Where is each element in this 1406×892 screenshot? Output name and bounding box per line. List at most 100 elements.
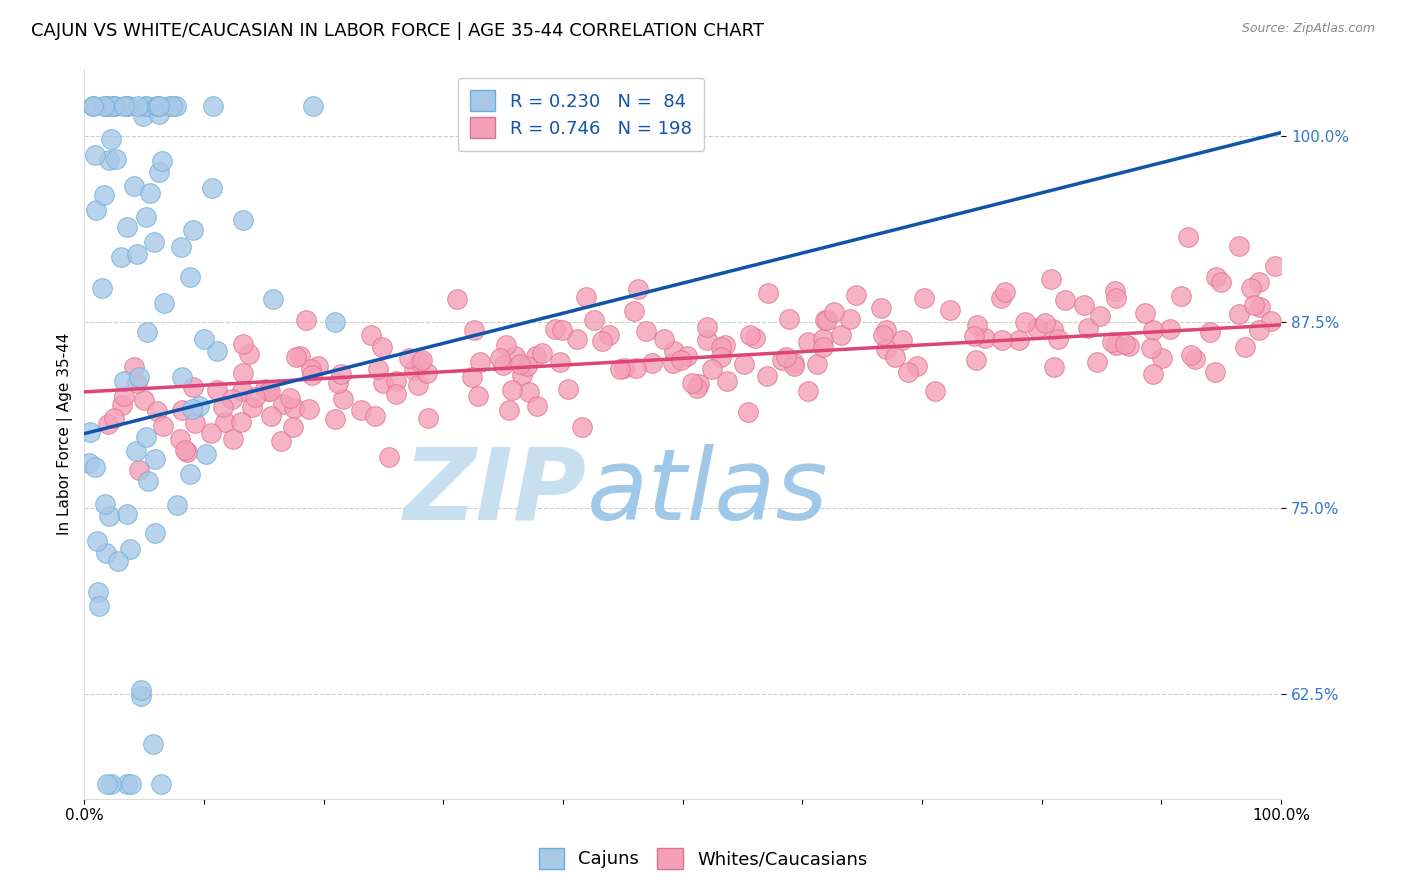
Point <box>122 178 145 193</box>
Point <box>516 359 538 373</box>
Point <box>1047 332 1070 346</box>
Point <box>696 320 718 334</box>
Point <box>84 203 107 218</box>
Point <box>385 374 408 388</box>
Point <box>135 99 157 113</box>
Point <box>517 384 540 399</box>
Point <box>142 737 165 751</box>
Point <box>323 412 346 426</box>
Point <box>82 99 104 113</box>
Point <box>128 463 150 477</box>
Point <box>1249 323 1271 337</box>
Point <box>994 285 1017 300</box>
Point <box>408 377 430 392</box>
Point <box>830 327 852 342</box>
Point <box>152 418 174 433</box>
Point <box>1085 355 1108 369</box>
Point <box>571 419 593 434</box>
Point <box>838 312 860 326</box>
Point <box>770 352 793 367</box>
Point <box>260 409 283 424</box>
Point <box>510 368 533 382</box>
Point <box>257 384 280 398</box>
Point <box>1105 291 1128 305</box>
Point <box>526 399 548 413</box>
Point <box>298 401 321 416</box>
Point <box>115 507 138 521</box>
Point <box>150 154 173 169</box>
Point <box>914 292 936 306</box>
Point <box>641 356 664 370</box>
Point <box>328 376 350 391</box>
Point <box>613 361 636 376</box>
Point <box>627 282 650 296</box>
Point <box>378 450 401 464</box>
Point <box>131 109 153 123</box>
Point <box>148 165 170 179</box>
Text: ZIP: ZIP <box>404 443 586 541</box>
Point <box>201 181 224 195</box>
Point <box>145 99 167 113</box>
Point <box>1140 341 1163 355</box>
Point <box>84 459 107 474</box>
Point <box>498 402 520 417</box>
Point <box>115 220 138 235</box>
Point <box>200 426 222 441</box>
Point <box>1014 315 1036 329</box>
Point <box>373 376 395 390</box>
Point <box>112 99 135 113</box>
Point <box>1205 270 1227 285</box>
Point <box>1243 298 1265 312</box>
Point <box>598 327 620 342</box>
Point <box>101 99 124 113</box>
Point <box>174 442 197 457</box>
Point <box>1204 365 1226 379</box>
Point <box>143 452 166 467</box>
Point <box>117 99 139 113</box>
Point <box>872 328 894 343</box>
Point <box>1142 323 1164 337</box>
Point <box>94 546 117 560</box>
Point <box>142 235 165 249</box>
Point <box>696 333 718 347</box>
Point <box>1184 351 1206 366</box>
Point <box>688 377 710 392</box>
Point <box>100 777 122 791</box>
Point <box>170 370 193 384</box>
Point <box>132 393 155 408</box>
Point <box>1198 325 1220 339</box>
Point <box>495 338 517 352</box>
Point <box>700 361 723 376</box>
Point <box>990 291 1012 305</box>
Point <box>1101 334 1123 349</box>
Point <box>166 498 188 512</box>
Point <box>1209 276 1232 290</box>
Point <box>1118 339 1140 353</box>
Point <box>461 370 484 384</box>
Point <box>897 365 920 379</box>
Point <box>991 333 1014 347</box>
Point <box>1260 314 1282 328</box>
Point <box>82 99 104 113</box>
Point <box>550 323 572 337</box>
Point <box>783 355 806 369</box>
Point <box>91 281 114 295</box>
Point <box>176 445 198 459</box>
Point <box>135 430 157 444</box>
Point <box>184 416 207 430</box>
Point <box>654 332 676 346</box>
Point <box>1249 300 1271 314</box>
Point <box>240 400 263 414</box>
Point <box>232 336 254 351</box>
Point <box>463 323 485 337</box>
Point <box>710 340 733 354</box>
Point <box>332 392 354 407</box>
Point <box>262 293 284 307</box>
Point <box>288 349 311 363</box>
Point <box>96 417 118 431</box>
Point <box>1180 348 1202 362</box>
Point <box>609 362 631 376</box>
Point <box>86 534 108 549</box>
Y-axis label: In Labor Force | Age 35-44: In Labor Force | Age 35-44 <box>58 333 73 535</box>
Point <box>302 99 325 113</box>
